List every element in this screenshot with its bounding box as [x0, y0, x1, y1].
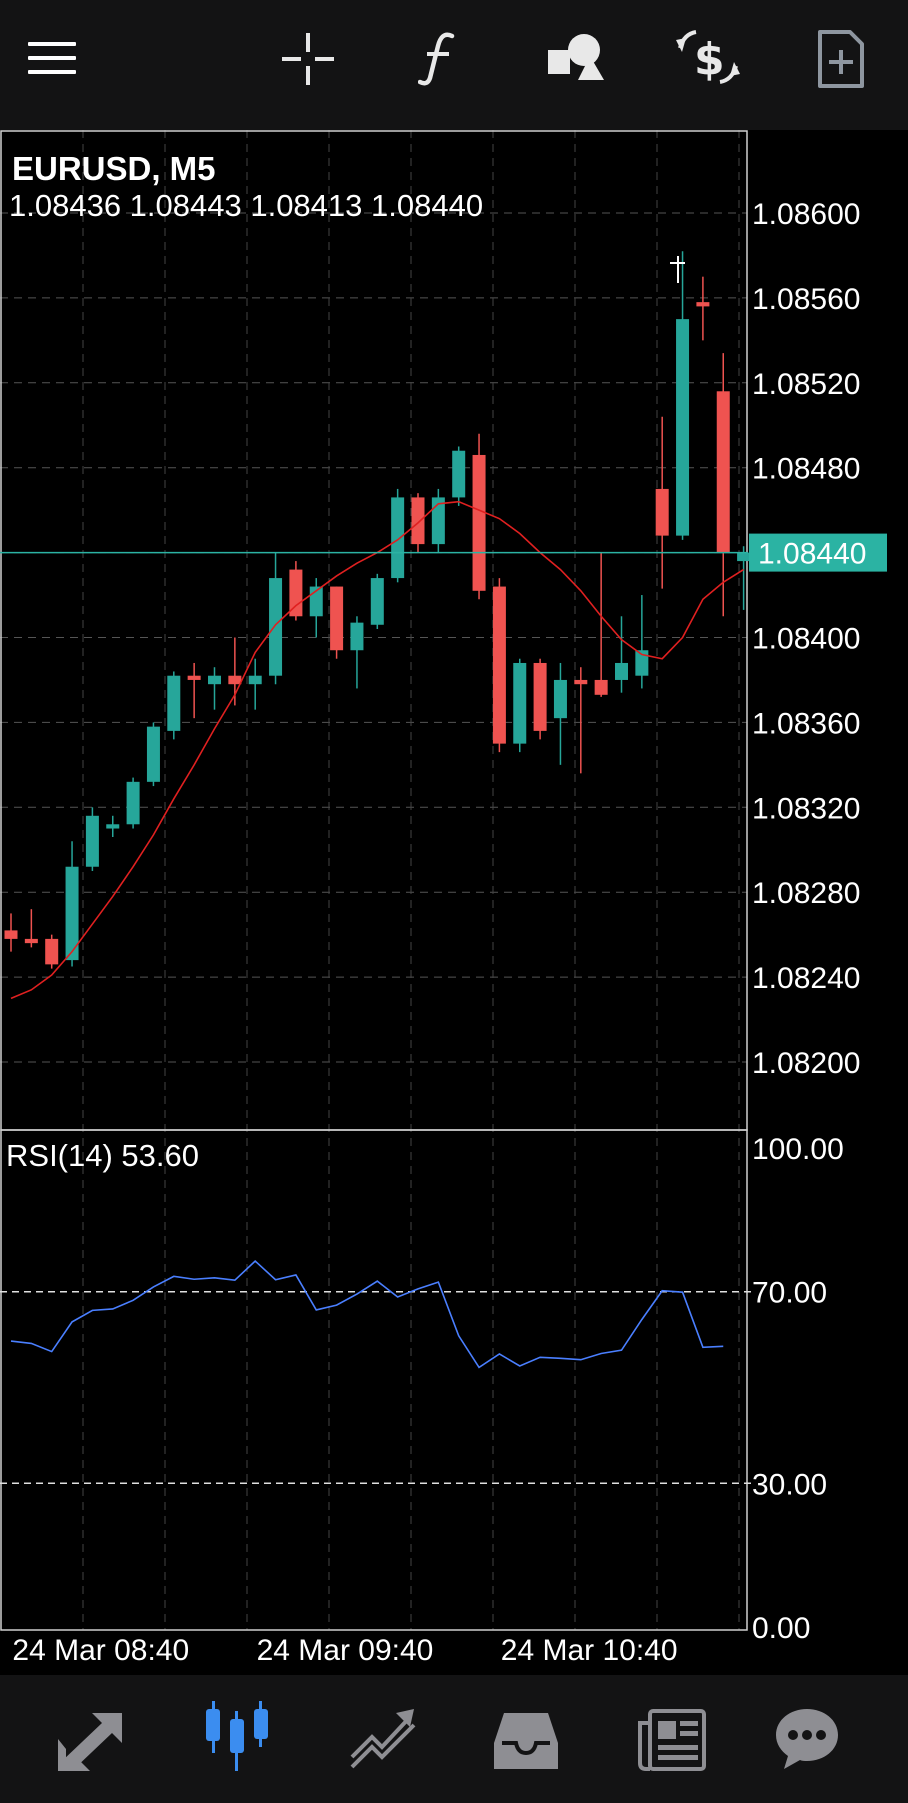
candle	[208, 667, 221, 710]
time-tick-label: 24 Mar 10:40	[501, 1634, 678, 1667]
price-axis: 1.08600 1.08560 1.08520 1.08480 1.08400 1.083…	[752, 198, 860, 1080]
rsi-axis: 100.00 70.00 30.00 0.00	[752, 1133, 844, 1645]
candle	[65, 841, 79, 967]
objects-icon[interactable]	[548, 32, 604, 82]
candle	[553, 662, 567, 765]
rsi-levels	[0, 1290, 752, 1485]
candle	[370, 573, 384, 630]
candle	[574, 667, 588, 774]
candle	[594, 552, 608, 697]
candle	[533, 658, 547, 740]
candle	[655, 416, 669, 589]
price-tick-label: 1.08480	[752, 453, 860, 486]
rsi-tick-label: 70.00	[752, 1277, 827, 1310]
price-tick-label: 1.08320	[752, 792, 860, 825]
rsi-frame	[0, 1129, 748, 1631]
quotes-icon[interactable]	[58, 1709, 126, 1771]
bottom-navigation	[0, 1675, 908, 1803]
current-price-label: 1.08440	[758, 538, 866, 571]
candle	[737, 546, 751, 610]
grid	[0, 130, 747, 1630]
trade-icon[interactable]: $	[676, 28, 740, 86]
menu-icon[interactable]	[28, 40, 76, 76]
rsi-line	[10, 1259, 724, 1369]
news-icon[interactable]	[638, 1709, 706, 1771]
candle	[330, 586, 344, 659]
candle	[85, 807, 99, 871]
top-toolbar: $	[0, 0, 908, 130]
history-icon[interactable]	[494, 1713, 558, 1769]
price-tick-label: 1.08520	[752, 368, 860, 401]
ohlc-values: 1.08436 1.08443 1.08413 1.08440	[9, 188, 484, 223]
candle	[289, 561, 303, 621]
price-tick-label: 1.08200	[752, 1047, 860, 1080]
function-icon[interactable]	[418, 30, 458, 86]
candle	[391, 488, 405, 583]
chart-icon[interactable]	[204, 1701, 270, 1771]
price-tick-label: 1.08360	[752, 707, 860, 740]
chart-symbol: EURUSD, M5	[12, 150, 216, 187]
price-tick-label: 1.08600	[752, 198, 860, 231]
rsi-header: RSI(14) 53.60	[6, 1138, 199, 1173]
chart-canvas: 1.08600 1.08560 1.08520 1.08480 1.08400 1.083…	[0, 130, 887, 1667]
candle	[452, 446, 466, 506]
time-tick-label: 24 Mar 08:40	[12, 1634, 189, 1667]
candle	[472, 433, 486, 600]
candle	[106, 815, 120, 838]
price-tick-label: 1.08400	[752, 623, 860, 656]
candle	[45, 934, 59, 969]
time-tick-label: 24 Mar 09:40	[257, 1634, 434, 1667]
candles	[4, 251, 751, 969]
candle	[615, 616, 628, 693]
price-tick-label: 1.08240	[752, 962, 860, 995]
candle	[716, 353, 730, 617]
candle	[4, 913, 18, 952]
chart-area[interactable]: 1.08600 1.08560 1.08520 1.08480 1.08400 1.083…	[0, 130, 908, 1675]
candle	[350, 616, 364, 689]
candle	[248, 658, 262, 710]
cursor-marker	[670, 256, 685, 283]
candle	[126, 777, 140, 829]
candle	[696, 276, 710, 341]
time-axis: 24 Mar 08:40 24 Mar 09:40 24 Mar 10:40	[12, 1634, 677, 1667]
candle	[146, 722, 160, 787]
rsi-tick-label: 100.00	[752, 1133, 844, 1166]
trade-nav-icon[interactable]	[350, 1707, 416, 1769]
messages-icon[interactable]	[774, 1707, 840, 1771]
candle	[513, 658, 527, 753]
candle	[187, 662, 201, 719]
crosshair-icon[interactable]	[282, 33, 334, 85]
new-order-icon[interactable]	[816, 30, 866, 88]
rsi-tick-label: 30.00	[752, 1468, 827, 1501]
svg-text:$: $	[694, 34, 725, 85]
price-tick-label: 1.08280	[752, 877, 860, 910]
price-tick-label: 1.08560	[752, 283, 860, 316]
candle	[676, 251, 690, 540]
candle	[431, 488, 445, 553]
candle	[635, 595, 649, 689]
candle	[492, 578, 506, 753]
rsi-tick-label: 0.00	[752, 1612, 810, 1645]
main-frame	[0, 130, 748, 1131]
chart-frames	[0, 130, 748, 1631]
candle	[167, 671, 181, 740]
candle	[24, 909, 38, 948]
candle	[269, 552, 283, 685]
current-price-tag: 1.08440	[749, 533, 887, 572]
